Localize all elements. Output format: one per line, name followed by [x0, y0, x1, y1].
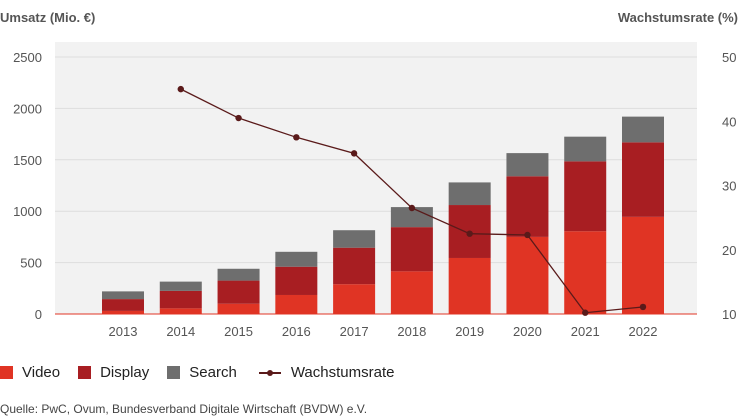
right-tick-label: 10	[722, 307, 736, 322]
legend-label-display: Display	[100, 364, 150, 381]
bar-display	[102, 299, 144, 311]
growth-point	[466, 230, 473, 237]
x-tick-label: 2014	[166, 324, 195, 339]
right-tick-label: 20	[722, 243, 736, 258]
growth-point	[524, 231, 531, 239]
bar-display	[159, 290, 202, 309]
right-axis-ticks: 10 20 30 40 50	[722, 50, 736, 322]
bar-display	[390, 227, 433, 272]
combo-chart: Umsatz (Mio. €) Wachstumsrate (%) 0 500 10…	[0, 10, 738, 339]
legend-swatch-video	[0, 366, 13, 379]
growth-point	[582, 309, 589, 316]
left-tick-label: 0	[35, 307, 42, 322]
growth-point	[177, 85, 184, 93]
bar-video	[564, 231, 607, 314]
bar-video	[506, 236, 549, 314]
bar-display	[564, 161, 607, 232]
bar-display	[275, 266, 318, 295]
x-tick-label: 2017	[340, 324, 369, 339]
legend-label-video: Video	[22, 364, 61, 381]
left-axis-title: Umsatz (Mio. €)	[0, 10, 95, 25]
bar-display	[217, 280, 260, 304]
growth-point	[293, 134, 300, 141]
left-tick-label: 500	[20, 256, 42, 271]
growth-point	[235, 114, 242, 122]
growth-point	[639, 303, 647, 311]
bar-display	[333, 247, 376, 285]
bar-search	[622, 116, 664, 143]
x-tick-label: 2021	[571, 324, 600, 339]
x-axis-ticks: 2013 2014 2015 2016 2017 2018 2019 2020 2021 2022	[109, 324, 658, 339]
bar-display	[622, 142, 664, 217]
right-axis-title: Wachstumsrate (%)	[618, 10, 738, 25]
right-tick-label: 30	[722, 179, 736, 194]
legend-item-display: Display	[78, 364, 149, 381]
right-tick-label: 40	[722, 114, 736, 129]
legend-swatch-display	[78, 366, 92, 379]
bar-video	[217, 303, 260, 314]
bar-search	[333, 230, 376, 248]
bar-video	[448, 257, 491, 314]
bar-search	[159, 281, 202, 291]
x-tick-label: 2015	[224, 324, 253, 339]
bar-search	[448, 182, 491, 206]
source-note: Quelle: PwC, Ovum, Bundesverband Digital…	[0, 402, 368, 416]
growth-point	[408, 204, 416, 212]
left-tick-label: 1000	[13, 204, 42, 219]
legend-swatch-search	[167, 366, 181, 379]
bar-search	[564, 136, 607, 162]
bar-video	[159, 308, 202, 314]
legend-item-search: Search	[167, 364, 237, 381]
legend-label-growth: Wachstumsrate	[290, 364, 395, 381]
bars	[102, 116, 664, 314]
left-tick-label: 1500	[13, 153, 42, 168]
x-tick-label: 2022	[629, 324, 658, 339]
bar-search	[217, 268, 260, 281]
bar-video	[622, 216, 664, 314]
bar-search	[275, 251, 318, 267]
bar-video	[102, 310, 144, 314]
legend-line-marker	[258, 366, 281, 379]
right-tick-label: 50	[722, 50, 736, 65]
left-tick-label: 2000	[13, 101, 42, 116]
x-tick-label: 2016	[282, 324, 311, 339]
bar-search	[506, 153, 549, 177]
growth-point	[350, 150, 358, 157]
left-tick-label: 2500	[13, 50, 42, 65]
bar-search	[102, 291, 144, 300]
x-tick-label: 2020	[513, 324, 542, 339]
growth-line	[177, 85, 647, 316]
left-axis-ticks: 0 500 1000 1500 2000 2500	[13, 50, 42, 322]
legend: Video Display Search Wachstumsrate	[0, 364, 412, 381]
legend-label-search: Search	[189, 364, 237, 381]
bar-video	[333, 284, 376, 314]
x-tick-label: 2018	[397, 324, 426, 339]
bar-display	[506, 176, 549, 237]
bar-video	[390, 271, 433, 314]
legend-item-video: Video	[0, 364, 60, 381]
x-tick-label: 2013	[109, 324, 138, 339]
legend-item-growth: Wachstumsrate	[255, 364, 395, 381]
x-tick-label: 2019	[455, 324, 484, 339]
bar-video	[275, 294, 318, 314]
